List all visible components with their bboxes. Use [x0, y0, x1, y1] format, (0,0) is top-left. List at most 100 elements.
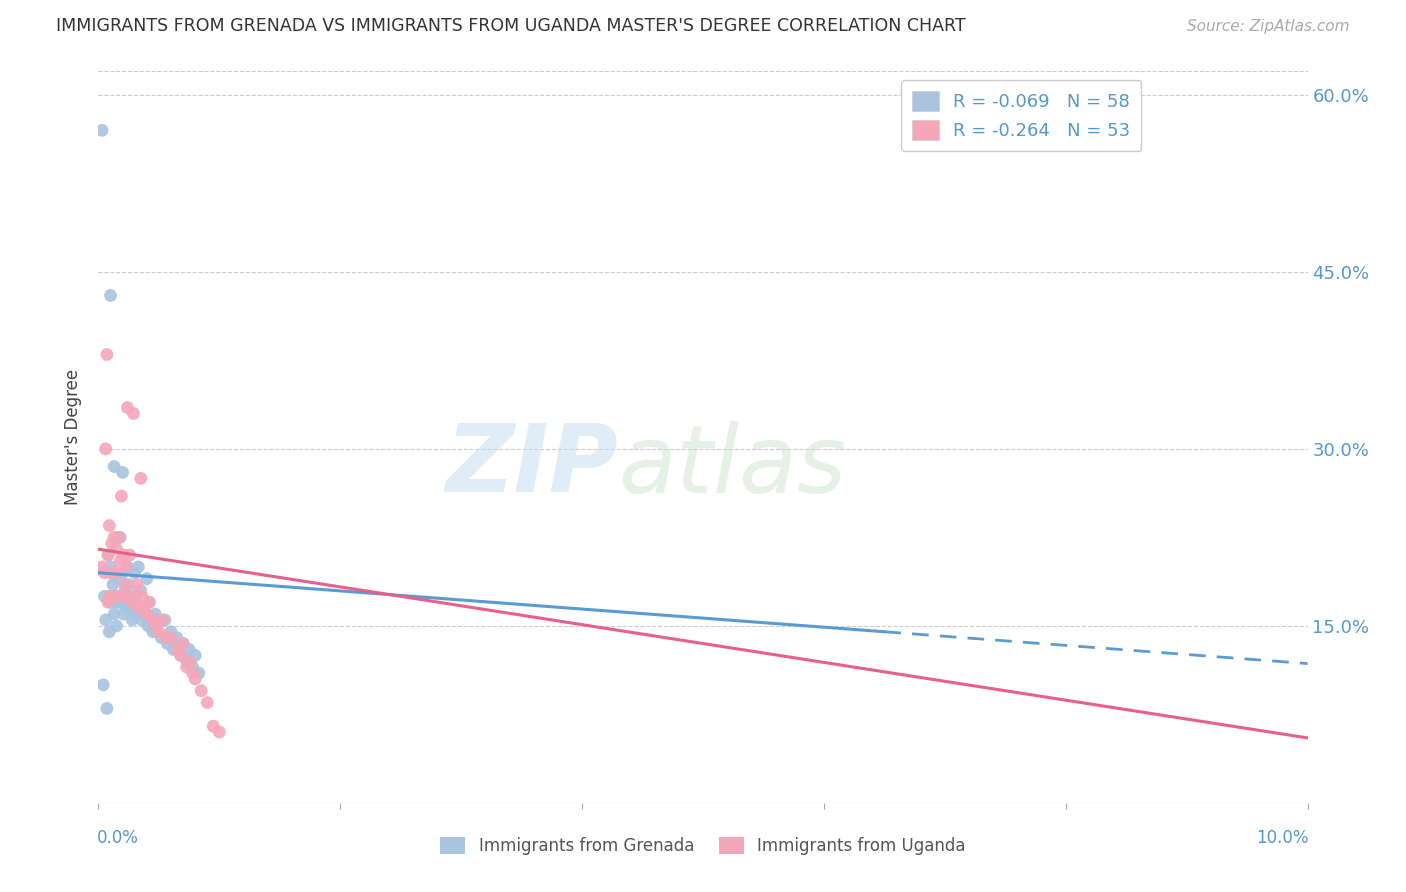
Point	[114, 583, 136, 598]
Point	[134, 601, 156, 615]
Point	[91, 678, 114, 692]
Point	[100, 536, 122, 550]
Point	[134, 601, 156, 615]
Point	[103, 530, 125, 544]
Point	[122, 407, 145, 421]
Point	[121, 613, 143, 627]
Point	[190, 683, 212, 698]
Text: IMMIGRANTS FROM GRENADA VS IMMIGRANTS FROM UGANDA MASTER'S DEGREE CORRELATION CH: IMMIGRANTS FROM GRENADA VS IMMIGRANTS FR…	[56, 17, 966, 35]
Point	[195, 696, 218, 710]
Point	[110, 489, 132, 503]
Point	[145, 624, 167, 639]
Point	[166, 642, 188, 657]
Point	[169, 648, 191, 663]
Point	[100, 559, 122, 574]
Text: 0.0%: 0.0%	[97, 829, 139, 847]
Point	[118, 590, 141, 604]
Point	[101, 590, 124, 604]
Point	[187, 666, 209, 681]
Point	[152, 613, 174, 627]
Point	[179, 642, 201, 657]
Point	[108, 572, 131, 586]
Point	[105, 542, 128, 557]
Point	[142, 624, 165, 639]
Point	[121, 595, 143, 609]
Point	[117, 401, 139, 415]
Point	[138, 595, 160, 609]
Point	[96, 347, 118, 361]
Point	[107, 595, 129, 609]
Point	[94, 613, 117, 627]
Point	[176, 660, 198, 674]
Point	[129, 471, 152, 485]
Point	[127, 577, 149, 591]
Point	[118, 577, 141, 591]
Legend: Immigrants from Grenada, Immigrants from Uganda: Immigrants from Grenada, Immigrants from…	[433, 830, 973, 862]
Point	[181, 666, 204, 681]
Point	[138, 595, 160, 609]
Point	[127, 559, 149, 574]
Point	[208, 725, 231, 739]
Point	[162, 642, 184, 657]
Point	[125, 590, 148, 604]
Point	[172, 636, 194, 650]
Point	[94, 442, 117, 456]
Point	[91, 123, 114, 137]
Point	[148, 613, 170, 627]
Point	[176, 654, 198, 668]
Point	[118, 548, 141, 562]
Point	[166, 631, 188, 645]
Point	[96, 701, 118, 715]
Point	[107, 590, 129, 604]
Point	[179, 654, 201, 668]
Point	[156, 636, 179, 650]
Text: ZIP: ZIP	[446, 420, 619, 512]
Point	[127, 607, 149, 621]
Point	[128, 607, 150, 621]
Point	[111, 466, 134, 480]
Point	[118, 601, 141, 615]
Point	[184, 648, 207, 663]
Point	[112, 548, 135, 562]
Point	[98, 518, 121, 533]
Point	[97, 595, 120, 609]
Point	[91, 559, 114, 574]
Point	[120, 590, 142, 604]
Point	[135, 607, 157, 621]
Point	[128, 601, 150, 615]
Point	[172, 636, 194, 650]
Point	[160, 624, 183, 639]
Point	[93, 590, 115, 604]
Point	[100, 566, 122, 580]
Point	[141, 613, 163, 627]
Point	[93, 566, 115, 580]
Point	[202, 719, 225, 733]
Point	[97, 548, 120, 562]
Point	[111, 590, 134, 604]
Point	[98, 624, 121, 639]
Point	[181, 660, 204, 674]
Point	[103, 459, 125, 474]
Point	[153, 613, 176, 627]
Point	[98, 590, 121, 604]
Point	[145, 619, 167, 633]
Point	[100, 595, 122, 609]
Point	[108, 554, 131, 568]
Point	[108, 530, 131, 544]
Text: 10.0%: 10.0%	[1257, 829, 1309, 847]
Point	[150, 631, 173, 645]
Point	[184, 672, 207, 686]
Point	[148, 624, 170, 639]
Text: Source: ZipAtlas.com: Source: ZipAtlas.com	[1187, 20, 1350, 34]
Point	[104, 566, 127, 580]
Point	[124, 590, 146, 604]
Point	[124, 566, 146, 580]
Point	[131, 590, 153, 604]
Point	[97, 548, 120, 562]
Point	[117, 559, 139, 574]
Point	[105, 619, 128, 633]
Text: atlas: atlas	[619, 421, 846, 512]
Point	[105, 590, 128, 604]
Point	[101, 577, 124, 591]
Point	[136, 619, 159, 633]
